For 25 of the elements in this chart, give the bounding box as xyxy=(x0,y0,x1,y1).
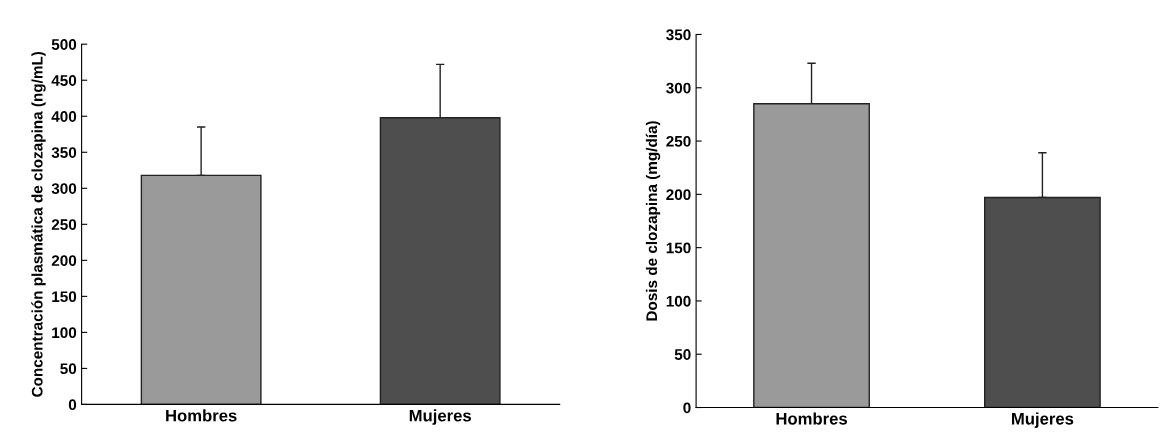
y-tick-label: 450 xyxy=(51,75,77,86)
x-tick-label: Mujeres xyxy=(409,409,471,425)
y-tick-label: 250 xyxy=(51,219,77,230)
y-tick-label: 400 xyxy=(51,111,77,122)
y-tick-label: 100 xyxy=(666,295,691,307)
x-tick-label: Hombres xyxy=(776,412,847,425)
y-tick-label: 350 xyxy=(51,147,77,158)
y-tick-label: 150 xyxy=(666,242,691,254)
y-tick-label: 200 xyxy=(51,255,77,267)
y-tick-label: 0 xyxy=(68,399,77,411)
y-tick-label: 50 xyxy=(60,363,77,375)
y-tick-label: 0 xyxy=(683,402,691,414)
x-tick-label: Hombres xyxy=(166,409,237,422)
y-tick-label: 50 xyxy=(674,349,691,360)
y-tick-label: 250 xyxy=(666,135,691,147)
y-axis-title: Concentración plasmática de clozapina (ng/mL) xyxy=(31,51,46,397)
y-tick-label: 150 xyxy=(52,291,77,303)
y-tick-label: 300 xyxy=(51,183,77,194)
y-tick-label: 300 xyxy=(666,82,691,94)
y-tick-label: 500 xyxy=(51,39,77,50)
y-axis-title: Dosis de clozapina (mg/día) xyxy=(645,121,661,321)
y-tick-label: 350 xyxy=(666,29,691,41)
y-tick-label: 200 xyxy=(666,189,691,201)
y-tick-label: 100 xyxy=(52,327,77,339)
x-tick-label: Mujeres xyxy=(1012,412,1074,428)
